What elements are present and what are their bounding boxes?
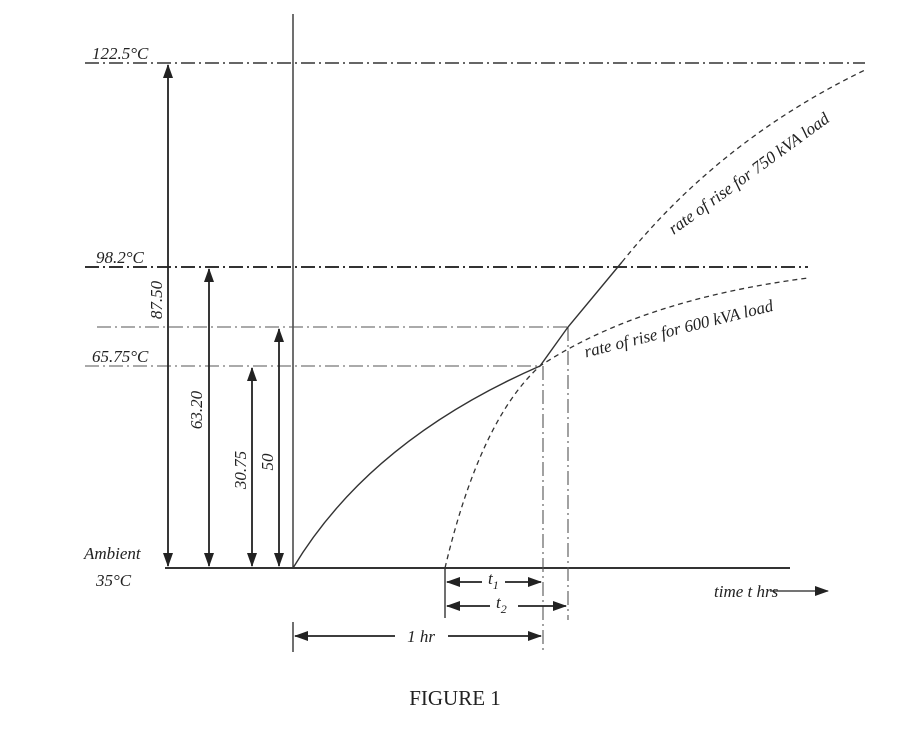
arrows	[163, 64, 829, 641]
axis-label: time t hrs	[714, 582, 779, 601]
curve-label: rate of rise for 750 kVA load	[665, 109, 833, 239]
interval-subscript: 2	[501, 602, 507, 616]
level-label: 98.2°C	[96, 248, 145, 267]
interval-symbol: t	[488, 569, 494, 588]
rise-label: 63.20	[187, 390, 206, 429]
caption: FIGURE 1	[409, 686, 501, 710]
rise-label: 87.50	[147, 280, 166, 319]
level-label: 65.75°C	[92, 347, 149, 366]
curves	[292, 69, 866, 569]
interval-label: t2	[496, 593, 507, 616]
interval-label: 1 hr	[407, 627, 435, 646]
guide-lines	[85, 14, 865, 652]
interval-symbol: t	[496, 593, 502, 612]
level-label: 122.5°C	[92, 44, 149, 63]
interval-subscript: 1	[493, 578, 499, 592]
level-label: Ambient	[83, 544, 142, 563]
level-label: 35°C	[95, 571, 132, 590]
rise-label: 30.75	[231, 451, 250, 490]
rise-label: 50	[258, 453, 277, 471]
interval-label: t1	[488, 569, 499, 592]
